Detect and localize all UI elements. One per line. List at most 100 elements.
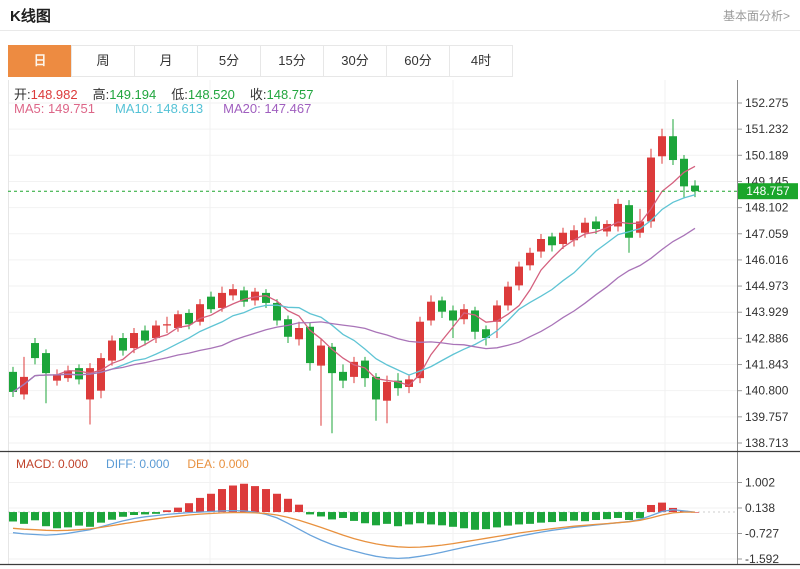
macd-bar [240,483,248,513]
candle [559,232,567,245]
tab-60min[interactable]: 60分 [386,45,450,77]
macd-bar [42,512,50,527]
price-axis-label: 147.059 [745,227,789,241]
page-title: K线图 [10,7,51,25]
candle [592,221,600,229]
interval-tab-bar: 日 周 月 5分 15分 30分 60分 4时 [8,45,513,77]
macd-bar [658,502,666,513]
candle [438,300,446,312]
candle [383,381,391,401]
candle [174,314,182,329]
candle [515,266,523,286]
macd-axis-label: 1.002 [745,476,775,490]
macd-bar [405,512,413,525]
candle [394,380,402,389]
candle [284,319,292,337]
ma10-legend: MA10: 148.613 [114,101,204,116]
macd-bar [581,512,589,522]
tab-30min[interactable]: 30分 [323,45,387,77]
tab-day[interactable]: 日 [8,45,72,77]
macd-axis-label: -0.727 [745,526,779,540]
macd-bar [482,512,490,530]
dea-line [12,511,695,549]
candle [658,136,666,157]
macd-bar [592,512,600,521]
page-header: K线图 基本面分析> [0,0,800,31]
candle [317,345,325,366]
macd-bar [108,512,116,520]
candle [537,239,545,252]
price-axis-label: 142.886 [745,331,789,345]
price-axis-label: 148.102 [745,201,789,215]
tab-4hour[interactable]: 4时 [449,45,513,77]
price-axis-label: 139.757 [745,410,789,424]
macd-bar [207,493,215,513]
tab-week[interactable]: 周 [71,45,135,77]
macd-bar [471,512,479,530]
price-axis-label: 150.189 [745,148,789,162]
candle [163,324,171,326]
candle [108,340,116,361]
macd-bar [9,512,17,522]
macd-bar [438,512,446,526]
candle [20,376,28,395]
tab-month[interactable]: 月 [134,45,198,77]
ohlc-readout: 开:148.982 高:149.194 低:148.520 收:148.757 [14,84,314,103]
candle [427,301,435,321]
price-axis-label: 151.232 [745,122,789,136]
kline-chart-svg[interactable]: 152.275151.232150.189149.145148.102147.0… [0,80,800,569]
candle [262,292,270,303]
ma5-legend: MA5: 149.751 [14,101,95,116]
macd-bar [570,512,578,521]
macd-bar [229,485,237,513]
kline-chart-area[interactable]: 152.275 151.232 150.189 149.145 148.102 147.0… [0,80,800,569]
macd-bar [427,512,435,525]
diff-value: DIFF: 0.000 [106,457,170,471]
candle [416,321,424,379]
candle [691,185,699,192]
macd-bar [614,512,622,518]
candle [636,221,644,233]
candle [207,296,215,310]
candle [482,329,490,339]
macd-bar [339,512,347,518]
macd-value: MACD: 0.000 [16,457,89,471]
macd-bar [163,510,171,513]
macd-bar [372,512,380,526]
candle [361,360,369,379]
current-price-tag [738,183,798,200]
macd-bar [273,493,281,513]
macd-bar [328,512,336,520]
dea-value: DEA: 0.000 [187,457,249,471]
candle [405,379,413,387]
price-axis-label: 146.016 [745,253,789,267]
macd-bar [262,489,270,513]
macd-bar [317,512,325,517]
macd-bar [174,507,182,513]
candle [328,346,336,374]
macd-legend: MACD: 0.000 DIFF: 0.000 DEA: 0.000 [16,457,249,471]
macd-bar [636,512,644,519]
macd-bar [251,486,259,513]
tab-15min[interactable]: 15分 [260,45,324,77]
low-readout: 低:148.520 [171,87,235,102]
macd-bar [361,512,369,524]
candle [372,376,380,400]
macd-bar [31,512,39,521]
candle [42,353,50,374]
candle [185,312,193,325]
ma20-legend: MA20: 147.467 [223,101,312,116]
diff-line [12,509,696,560]
macd-bar [86,512,94,527]
candle [75,368,83,380]
macd-bar [53,512,61,529]
candle [97,358,105,391]
candle [251,291,259,301]
candle [460,309,468,320]
candle [9,371,17,392]
tab-5min[interactable]: 5分 [197,45,261,77]
macd-bar [152,512,160,514]
candle [350,361,358,377]
fundamental-analysis-link[interactable]: 基本面分析> [722,8,790,23]
macd-bar [625,512,633,521]
